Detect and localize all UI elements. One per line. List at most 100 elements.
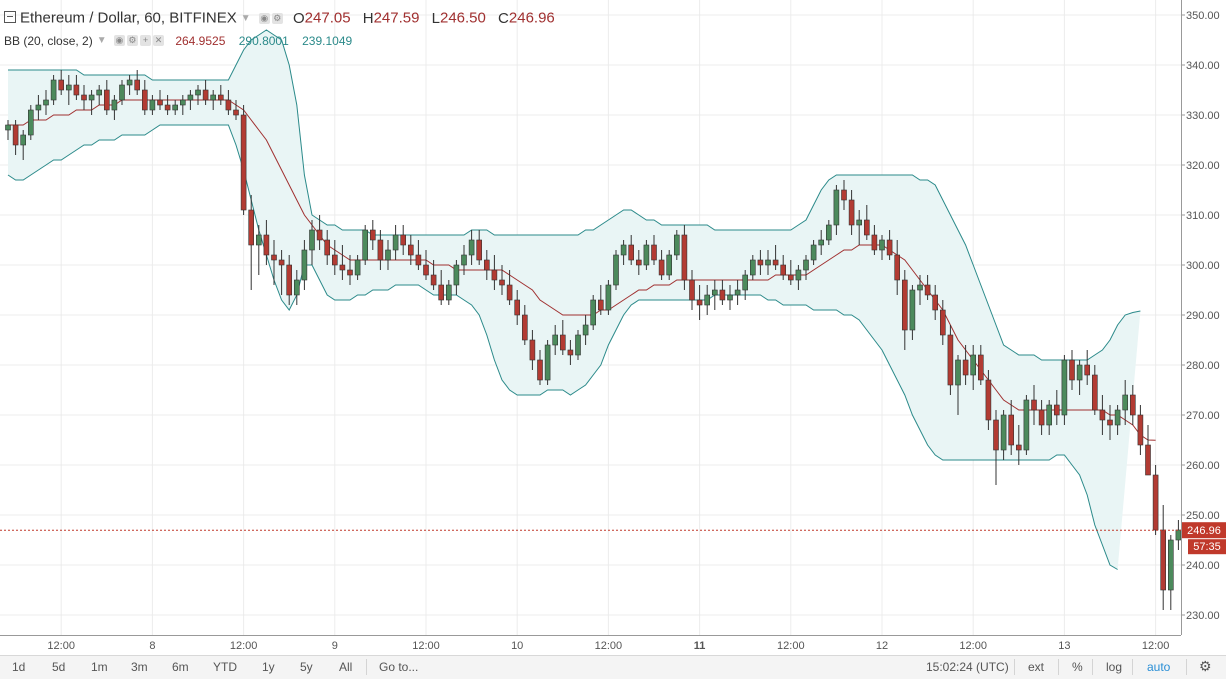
candle bbox=[1092, 365, 1098, 415]
candle bbox=[225, 90, 232, 115]
clock-time[interactable]: 15:02:24 (UTC) bbox=[926, 660, 1009, 674]
candle bbox=[1008, 400, 1015, 455]
range-all[interactable]: All bbox=[339, 660, 353, 674]
candle bbox=[309, 220, 315, 265]
candle-body bbox=[255, 234, 262, 246]
candle bbox=[529, 330, 536, 370]
range-3m[interactable]: 3m bbox=[131, 660, 148, 674]
candle-body bbox=[825, 224, 832, 241]
candle bbox=[1107, 405, 1113, 440]
candle-body bbox=[331, 254, 338, 266]
price-chart[interactable]: 350.00 340.00 330.00 320.00 310.00 300.00 290.… bbox=[0, 0, 1226, 655]
goto-button[interactable]: Go to... bbox=[379, 660, 419, 674]
candle bbox=[476, 230, 483, 265]
candle-body bbox=[1175, 529, 1182, 541]
gear-icon[interactable]: ⚙ bbox=[126, 35, 138, 47]
candle-body bbox=[871, 234, 878, 251]
candle-body bbox=[195, 89, 201, 96]
range-6m[interactable]: 6m bbox=[172, 660, 189, 674]
x-tick-label: 12:00 bbox=[47, 640, 75, 652]
bb-middle-value: 264.9525 bbox=[175, 33, 226, 48]
candle-body bbox=[1160, 529, 1166, 591]
candle bbox=[1114, 405, 1121, 435]
eye-icon[interactable]: ◉ bbox=[258, 12, 270, 24]
log-toggle[interactable]: log bbox=[1106, 660, 1123, 674]
y-tick-label: 320.00 bbox=[1186, 160, 1220, 172]
candle bbox=[552, 325, 559, 355]
candle bbox=[932, 285, 939, 320]
candle bbox=[66, 75, 72, 105]
candle-body bbox=[544, 344, 551, 381]
indicator-name[interactable]: BB (20, close, 2) bbox=[4, 33, 93, 48]
x-tick-label: 8 bbox=[149, 640, 155, 652]
add-icon[interactable]: + bbox=[139, 35, 151, 47]
candle bbox=[894, 240, 901, 295]
candle bbox=[81, 85, 87, 110]
candle-body bbox=[263, 234, 270, 256]
candle-body bbox=[590, 299, 597, 326]
range-ytd[interactable]: YTD bbox=[213, 660, 237, 674]
candle bbox=[742, 270, 749, 300]
candle-body bbox=[803, 259, 809, 271]
candle-body bbox=[863, 219, 870, 236]
candle bbox=[1084, 350, 1090, 385]
range-1m[interactable]: 1m bbox=[91, 660, 108, 674]
candle-body bbox=[1092, 374, 1098, 411]
candle bbox=[1069, 350, 1075, 390]
candle bbox=[149, 95, 156, 115]
candle-body bbox=[309, 229, 315, 251]
candle bbox=[613, 250, 619, 290]
close-icon[interactable]: ✕ bbox=[152, 35, 164, 47]
candle bbox=[347, 255, 353, 285]
candle-body bbox=[12, 124, 19, 146]
range-5y[interactable]: 5y bbox=[300, 660, 313, 674]
candle bbox=[377, 230, 384, 270]
candles bbox=[5, 70, 1189, 610]
candle-body bbox=[1015, 444, 1022, 451]
candle bbox=[795, 265, 802, 290]
candle-body bbox=[1168, 539, 1174, 591]
candle bbox=[582, 315, 589, 345]
range-1y[interactable]: 1y bbox=[262, 660, 275, 674]
candle-body bbox=[483, 259, 490, 271]
candle-body bbox=[643, 244, 650, 266]
eye-icon[interactable]: ◉ bbox=[113, 35, 125, 47]
candle-body bbox=[430, 274, 437, 286]
candle-body bbox=[559, 334, 566, 351]
candle bbox=[848, 190, 855, 235]
candle-body bbox=[35, 104, 42, 111]
x-tick-label: 12:00 bbox=[595, 640, 623, 652]
candle-body bbox=[202, 89, 209, 101]
candle-body bbox=[81, 94, 87, 101]
settings-gear-icon[interactable]: ⚙ bbox=[1199, 658, 1212, 674]
candle bbox=[514, 290, 521, 325]
candle bbox=[210, 90, 216, 110]
ext-toggle[interactable]: ext bbox=[1028, 660, 1045, 674]
range-5d[interactable]: 5d bbox=[52, 660, 66, 674]
high-label: H bbox=[362, 9, 374, 27]
chevron-down-icon[interactable]: ▼ bbox=[240, 12, 251, 24]
y-tick-label: 290.00 bbox=[1186, 310, 1220, 322]
chevron-down-icon[interactable]: ▼ bbox=[96, 35, 107, 47]
range-1d[interactable]: 1d bbox=[12, 660, 26, 674]
candle bbox=[271, 240, 277, 285]
collapse-icon[interactable] bbox=[4, 11, 16, 24]
gear-icon[interactable]: ⚙ bbox=[271, 12, 283, 24]
auto-toggle[interactable]: auto bbox=[1147, 660, 1171, 674]
candle-body bbox=[271, 254, 277, 261]
symbol-title[interactable]: Ethereum / Dollar, 60, BITFINEX bbox=[20, 9, 237, 27]
candle-body bbox=[1061, 359, 1068, 416]
candle-body bbox=[66, 84, 72, 91]
candle-body bbox=[993, 419, 999, 451]
candle bbox=[316, 215, 323, 250]
bollinger-band-fill bbox=[8, 30, 1141, 570]
last-price-badge bbox=[1182, 522, 1226, 539]
candle bbox=[331, 240, 338, 275]
candle-body bbox=[765, 259, 771, 266]
candle bbox=[423, 250, 429, 280]
countdown-label: 57:35 bbox=[1193, 541, 1221, 553]
percent-toggle[interactable]: % bbox=[1072, 660, 1083, 674]
candle-body bbox=[187, 94, 194, 101]
candle bbox=[468, 230, 475, 265]
candle-body bbox=[476, 239, 483, 261]
